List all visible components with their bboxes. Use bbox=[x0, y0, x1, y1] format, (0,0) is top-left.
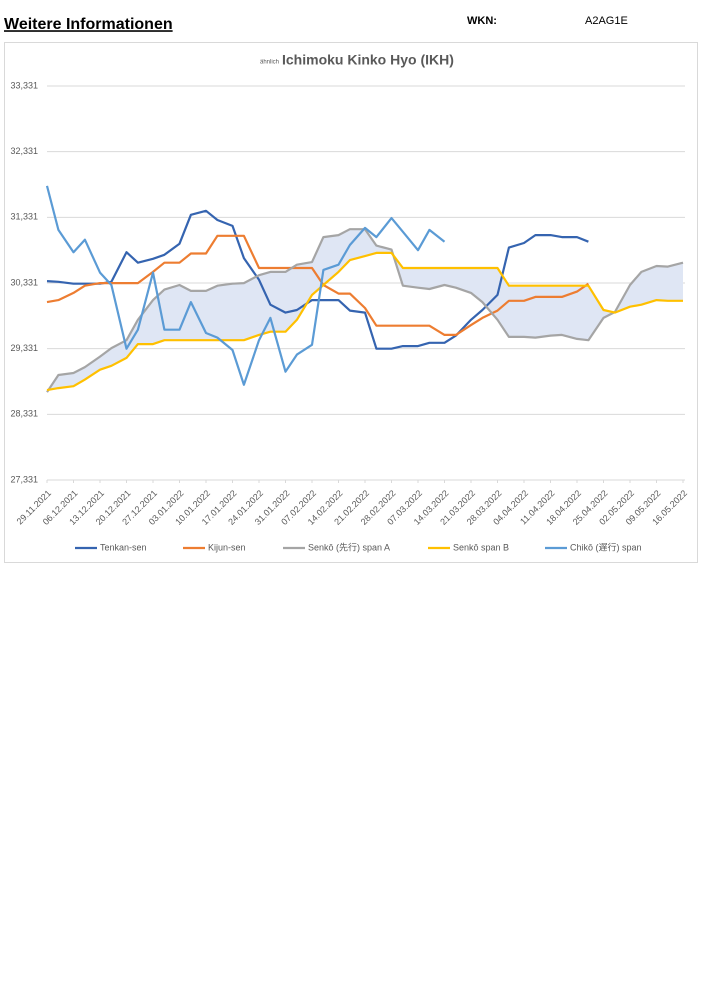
y-tick-label: 30,331 bbox=[10, 277, 38, 287]
series-line bbox=[46, 234, 590, 336]
series-line bbox=[45, 185, 446, 386]
chart-subtitle: ähnlich bbox=[260, 60, 279, 66]
legend-label: Tenkan-sen bbox=[100, 542, 147, 552]
chart-title: Ichimoku Kinko Hyo (IKH) bbox=[282, 52, 454, 68]
cloud-fill bbox=[47, 229, 683, 393]
y-tick-label: 33,331 bbox=[10, 80, 38, 90]
legend-label: Kijun-sen bbox=[208, 542, 246, 552]
legend-label: Senkō span B bbox=[453, 542, 509, 552]
y-tick-label: 32,331 bbox=[10, 146, 38, 156]
wkn-label: WKN: bbox=[467, 15, 497, 27]
legend-label: Senkō (先行) span A bbox=[308, 541, 390, 552]
y-tick-label: 31,331 bbox=[10, 212, 38, 222]
series-line bbox=[46, 251, 683, 392]
page-title: Weitere Informationen bbox=[4, 16, 173, 33]
y-tick-label: 27,331 bbox=[10, 474, 38, 484]
y-tick-label: 29,331 bbox=[10, 343, 38, 353]
legend-label: Chikō (遅行) span bbox=[570, 541, 642, 552]
wkn-value: A2AG1E bbox=[585, 15, 628, 27]
y-tick-label: 28,331 bbox=[10, 409, 38, 419]
